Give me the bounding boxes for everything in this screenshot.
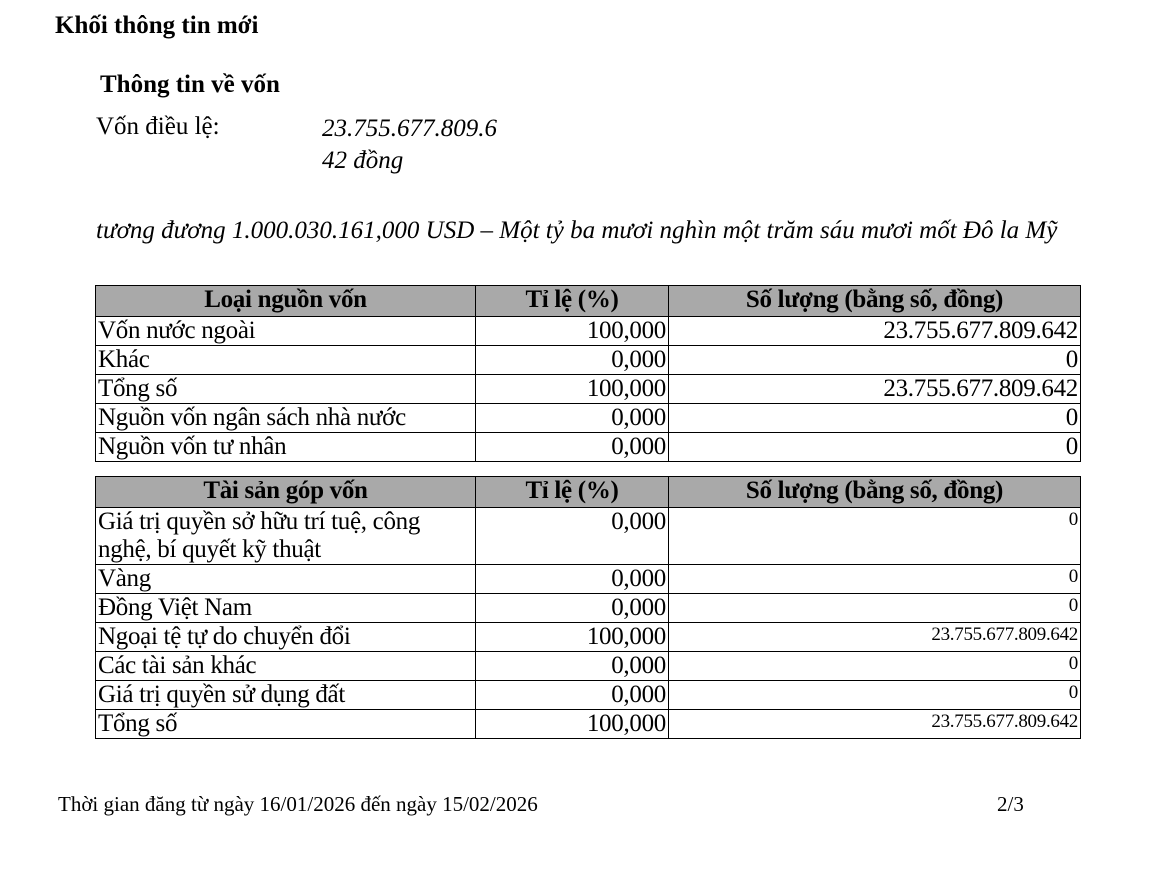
- amount-cell: 0: [668, 680, 1081, 710]
- amount-cell: 0: [668, 432, 1081, 462]
- table-row: Tổng số 100,000 23.755.677.809.642: [95, 709, 1081, 739]
- usd-equivalent: tương đương 1.000.030.161,000 USD – Một …: [96, 217, 1058, 244]
- table-row: Tổng số 100,000 23.755.677.809.642: [95, 374, 1081, 404]
- table-row: Nguồn vốn ngân sách nhà nước 0,000 0: [95, 403, 1081, 433]
- page-title: Khối thông tin mới: [55, 12, 259, 39]
- column-header: Tài sản góp vốn: [95, 476, 476, 508]
- ratio-cell: 0,000: [475, 403, 669, 433]
- amount-cell: 23.755.677.809.642: [668, 316, 1081, 346]
- amount-cell: 23.755.677.809.642: [668, 374, 1081, 404]
- amount-cell: 0: [668, 507, 1081, 565]
- table-header-row: Tài sản góp vốn Tỉ lệ (%) Số lượng (bằng…: [95, 476, 1081, 508]
- table-row: Nguồn vốn tư nhân 0,000 0: [95, 432, 1081, 462]
- column-header: Tỉ lệ (%): [475, 476, 669, 508]
- row-label: Đồng Việt Nam: [95, 593, 476, 623]
- posting-period: Thời gian đăng từ ngày 16/01/2026 đến ng…: [58, 792, 538, 816]
- ratio-cell: 100,000: [475, 316, 669, 346]
- table-row: Đồng Việt Nam 0,000 0: [95, 593, 1081, 623]
- table-row: Giá trị quyền sử dụng đất 0,000 0: [95, 680, 1081, 710]
- ratio-cell: 100,000: [475, 622, 669, 652]
- amount-cell: 0: [668, 564, 1081, 594]
- ratio-cell: 0,000: [475, 432, 669, 462]
- section-title: Thông tin về vốn: [100, 71, 280, 98]
- ratio-cell: 0,000: [475, 651, 669, 681]
- amount-cell: 0: [668, 651, 1081, 681]
- charter-capital-value-line1: 23.755.677.809.6: [322, 115, 497, 142]
- amount-cell: 23.755.677.809.642: [668, 622, 1081, 652]
- column-header: Số lượng (bằng số, đồng): [668, 476, 1081, 508]
- amount-cell: 0: [668, 403, 1081, 433]
- capital-sources-table: Loại nguồn vốn Tỉ lệ (%) Số lượng (bằng …: [95, 285, 1081, 462]
- table-row: Vốn nước ngoài 100,000 23.755.677.809.642: [95, 316, 1081, 346]
- ratio-cell: 0,000: [475, 564, 669, 594]
- contributed-assets-table: Tài sản góp vốn Tỉ lệ (%) Số lượng (bằng…: [95, 476, 1081, 739]
- ratio-cell: 0,000: [475, 345, 669, 375]
- column-header: Số lượng (bằng số, đồng): [668, 285, 1081, 317]
- table-row: Vàng 0,000 0: [95, 564, 1081, 594]
- table-row: Giá trị quyền sở hữu trí tuệ, công nghệ,…: [95, 507, 1081, 565]
- column-header: Tỉ lệ (%): [475, 285, 669, 317]
- ratio-cell: 0,000: [475, 680, 669, 710]
- column-header: Loại nguồn vốn: [95, 285, 476, 317]
- ratio-cell: 100,000: [475, 709, 669, 739]
- page-number: 2/3: [997, 792, 1024, 816]
- table-row: Ngoại tệ tự do chuyển đổi 100,000 23.755.6…: [95, 622, 1081, 652]
- charter-capital-label: Vốn điều lệ:: [96, 113, 220, 140]
- amount-cell: 23.755.677.809.642: [668, 709, 1081, 739]
- row-label: Nguồn vốn ngân sách nhà nước: [95, 403, 476, 433]
- row-label: Vốn nước ngoài: [95, 316, 476, 346]
- row-label: Giá trị quyền sở hữu trí tuệ, công nghệ,…: [95, 507, 476, 565]
- row-label: Vàng: [95, 564, 476, 594]
- table-row: Các tài sản khác 0,000 0: [95, 651, 1081, 681]
- amount-cell: 0: [668, 593, 1081, 623]
- ratio-cell: 0,000: [475, 593, 669, 623]
- row-label: Khác: [95, 345, 476, 375]
- row-label: Các tài sản khác: [95, 651, 476, 681]
- row-label: Tổng số: [95, 709, 476, 739]
- charter-capital-value-line2: 42 đồng: [322, 147, 404, 174]
- ratio-cell: 100,000: [475, 374, 669, 404]
- table-row: Khác 0,000 0: [95, 345, 1081, 375]
- row-label: Tổng số: [95, 374, 476, 404]
- ratio-cell: 0,000: [475, 507, 669, 565]
- table-header-row: Loại nguồn vốn Tỉ lệ (%) Số lượng (bằng …: [95, 285, 1081, 317]
- row-label: Nguồn vốn tư nhân: [95, 432, 476, 462]
- amount-cell: 0: [668, 345, 1081, 375]
- charter-capital-value: 23.755.677.809.6 42 đồng: [322, 113, 497, 177]
- row-label: Giá trị quyền sử dụng đất: [95, 680, 476, 710]
- row-label: Ngoại tệ tự do chuyển đổi: [95, 622, 476, 652]
